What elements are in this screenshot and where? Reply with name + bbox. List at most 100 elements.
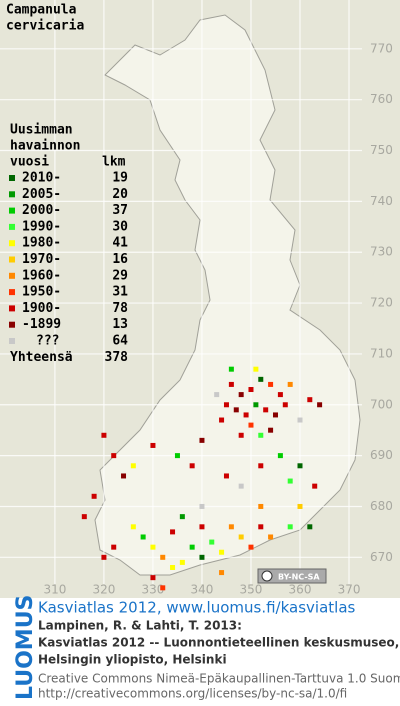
legend-label: 1900-	[22, 301, 61, 316]
observation-square	[199, 503, 205, 509]
y-tick-label: 750	[370, 143, 393, 157]
legend-count: 20	[112, 187, 128, 202]
x-tick-label: 310	[43, 583, 66, 597]
legend-heading: vuosi	[10, 155, 49, 170]
observation-square	[268, 427, 274, 433]
y-tick-label: 720	[370, 296, 393, 310]
observation-square	[307, 524, 313, 530]
y-tick-label: 770	[370, 41, 393, 55]
observation-square	[170, 564, 176, 570]
observation-square	[248, 422, 254, 428]
y-tick-label: 700	[370, 397, 393, 411]
observation-square	[258, 524, 264, 530]
legend-count: 29	[112, 268, 128, 283]
observation-square	[238, 483, 244, 489]
legend-swatch	[9, 305, 15, 312]
observation-square	[253, 366, 259, 372]
observation-square	[223, 473, 229, 479]
observation-square	[282, 402, 288, 408]
legend-count: 13	[112, 317, 128, 332]
legend-swatch	[9, 240, 15, 247]
observation-square	[258, 463, 264, 469]
citation: Kasviatlas 2012 -- Luonnontieteellinen k…	[38, 636, 399, 650]
legend-swatch	[9, 256, 15, 263]
observation-square	[248, 544, 254, 550]
x-tick-label: 360	[289, 583, 312, 597]
observation-square	[277, 453, 283, 459]
observation-square	[238, 432, 244, 438]
country-outline	[94, 14, 361, 576]
observation-square	[150, 575, 156, 581]
legend-count: 31	[112, 285, 128, 300]
legend-count-heading: lkm	[102, 155, 126, 170]
legend-label: 2000-	[22, 203, 61, 218]
y-tick-label: 710	[370, 346, 393, 360]
x-tick-label: 320	[92, 583, 115, 597]
legend-label: 1960-	[22, 268, 61, 283]
legend-total: 378	[105, 350, 129, 365]
citation: Lampinen, R. & Lahti, T. 2013:	[38, 619, 242, 633]
observation-square	[238, 534, 244, 540]
observation-square	[199, 554, 205, 560]
observation-square	[228, 381, 234, 387]
observation-square	[150, 442, 156, 448]
observation-square	[228, 366, 234, 372]
legend-count: 78	[112, 301, 128, 316]
observation-square	[272, 412, 278, 418]
observation-square	[199, 524, 205, 530]
observation-square	[121, 473, 127, 479]
observation-square	[174, 453, 180, 459]
observation-square	[287, 381, 293, 387]
observation-square	[91, 493, 97, 499]
x-tick-label: 350	[240, 583, 263, 597]
observation-square	[312, 483, 318, 489]
legend-count: 64	[112, 334, 128, 349]
observation-square	[219, 570, 225, 576]
y-tick-label: 760	[370, 92, 393, 106]
legend-swatch	[9, 191, 15, 198]
legend-label: 1970-	[22, 252, 61, 267]
observation-square	[297, 417, 303, 423]
legend-label: 1990-	[22, 219, 61, 234]
observation-square	[111, 544, 117, 550]
observation-square	[317, 402, 323, 408]
y-tick-label: 690	[370, 448, 393, 462]
cc-icon	[261, 570, 273, 582]
legend-count: 37	[112, 203, 128, 218]
legend-count: 30	[112, 219, 128, 234]
legend-swatch	[9, 289, 15, 296]
link: Kasviatlas 2012, www.luomus.fi/kasviatla…	[38, 599, 356, 617]
legend-count: 19	[112, 171, 128, 186]
observation-square	[243, 412, 249, 418]
legend-label: 2010-	[22, 171, 61, 186]
legend-swatch	[9, 207, 15, 214]
observation-square	[248, 387, 254, 393]
observation-square	[258, 503, 264, 509]
legend-label: -1899	[22, 317, 61, 332]
observation-square	[101, 432, 107, 438]
observation-square	[199, 437, 205, 443]
observation-square	[258, 376, 264, 382]
legend-swatch	[9, 175, 15, 181]
legend-heading: Uusimman	[10, 123, 73, 138]
observation-square	[111, 453, 117, 459]
x-tick-label: 370	[338, 583, 361, 597]
observation-square	[209, 539, 215, 545]
legend-total-label: Yhteensä	[10, 350, 73, 365]
legend-swatch	[9, 272, 15, 279]
y-tick-label: 740	[370, 194, 393, 208]
observation-square	[287, 478, 293, 484]
legend-label: 2005-	[22, 187, 61, 202]
observation-square	[214, 392, 220, 398]
observation-square	[140, 534, 146, 540]
observation-square	[170, 529, 176, 535]
legend-heading: havainnon	[10, 139, 80, 154]
observation-square	[150, 544, 156, 550]
observation-square	[219, 549, 225, 555]
observation-square	[189, 463, 195, 469]
x-tick-label: 340	[191, 583, 214, 597]
legend-count: 41	[112, 236, 128, 251]
legend-label: 1950-	[22, 285, 61, 300]
logo: LUOMUS	[13, 595, 38, 700]
